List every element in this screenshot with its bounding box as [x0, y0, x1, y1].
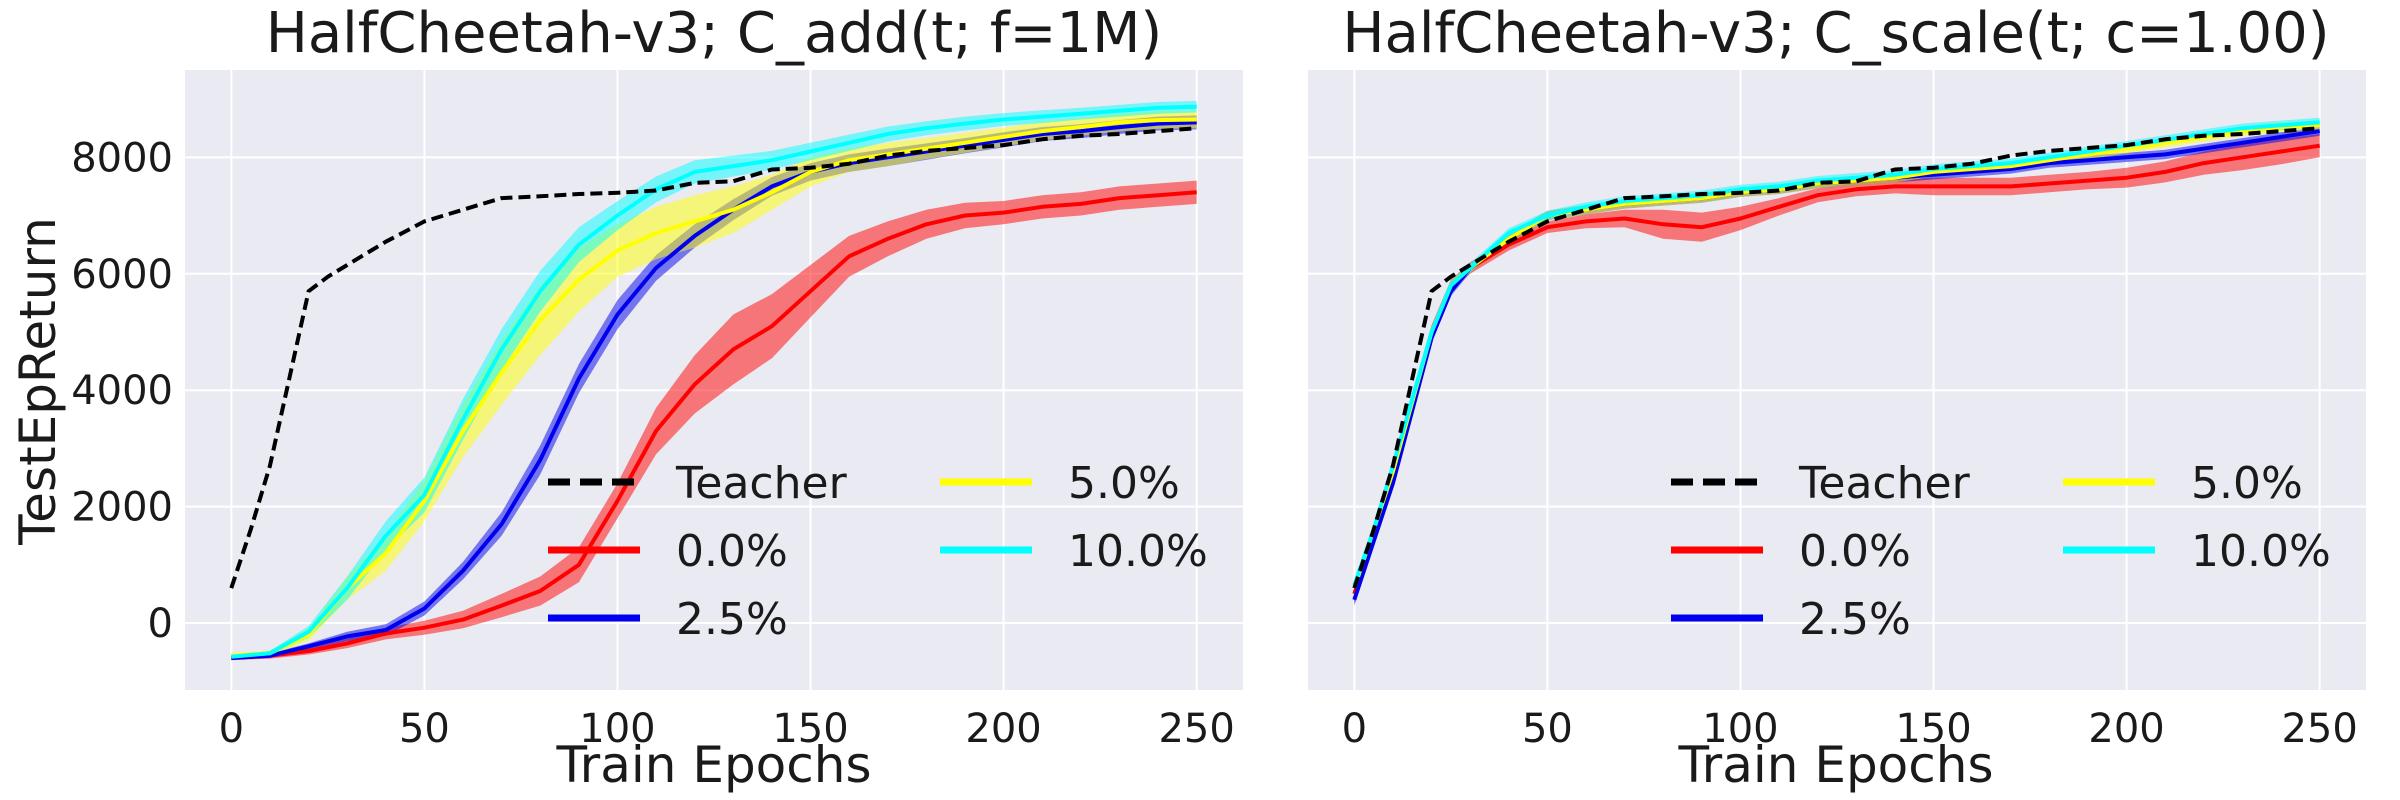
x-tick-label: 150: [772, 706, 848, 752]
legend-label: 0.0%: [1799, 526, 1911, 577]
legend-label: 5.0%: [2191, 458, 2303, 509]
y-tick-label: 8000: [71, 135, 173, 181]
y-axis-label: TestEpReturn: [9, 217, 67, 546]
y-tick-label: 0: [148, 601, 173, 647]
series-group: [229, 100, 1197, 661]
x-tick-label: 50: [1522, 706, 1573, 752]
x-tick-label: 0: [1342, 706, 1367, 752]
legend: Teacher 0.0% 2.5% 5.0% 10.0%: [1671, 458, 2331, 645]
legend: Teacher 0.0% 2.5% 5.0% 10.0%: [548, 458, 1208, 645]
x-axis-label: Train Epochs: [555, 736, 871, 794]
x-tick-label: 250: [2281, 706, 2357, 752]
x-tick-label: 200: [2088, 706, 2164, 752]
x-tick-label: 50: [399, 706, 450, 752]
plot-area: 0 50 100 150 200 250: [1308, 70, 2366, 752]
subplot-title: HalfCheetah-v3; C_add(t; f=1M): [266, 1, 1163, 66]
series-group: [1352, 117, 2320, 606]
y-tick-label: 4000: [71, 368, 173, 414]
series-line-5.0%: [231, 117, 1197, 658]
subplot-title: HalfCheetah-v3; C_scale(t; c=1.00): [1342, 1, 2329, 66]
legend-label: 0.0%: [676, 526, 788, 577]
series-line-Teacher: [1352, 126, 2320, 589]
y-tick-label: 6000: [71, 252, 173, 298]
series-line-Teacher: [229, 126, 1197, 589]
legend-label: 5.0%: [1068, 458, 1180, 509]
x-tick-label: 250: [1158, 706, 1234, 752]
legend-label: Teacher: [1798, 458, 1971, 509]
legend-label: 2.5%: [676, 594, 788, 645]
x-tick-label: 0: [219, 706, 244, 752]
series-line-0.0%: [231, 190, 1197, 660]
legend-label: 2.5%: [1799, 594, 1911, 645]
series-line-10.0%: [231, 104, 1197, 659]
x-tick-label: 100: [579, 706, 655, 752]
y-tick-label: 2000: [71, 485, 173, 531]
x-tick-label: 100: [1702, 706, 1778, 752]
legend-label: 10.0%: [2191, 526, 2331, 577]
series-band-10.0%: [231, 100, 1197, 659]
x-axis-label: Train Epochs: [1677, 736, 1993, 794]
plot-area: 0 50 100 150 200 250 0 2000 4000 6000 8000: [71, 70, 1243, 752]
legend-label: Teacher: [675, 458, 848, 509]
x-tick-label: 150: [1895, 706, 1971, 752]
x-tick-label: 200: [965, 706, 1041, 752]
legend-label: 10.0%: [1068, 526, 1208, 577]
right-subplot: 0 50 100 150 200 250 HalfCheetah-v3; C_scale(…: [1308, 1, 2366, 794]
series-line-2.5%: [231, 120, 1197, 660]
left-subplot: 0 50 100 150 200 250 0 2000 4000 6000 8000 HalfChe…: [9, 1, 1243, 794]
